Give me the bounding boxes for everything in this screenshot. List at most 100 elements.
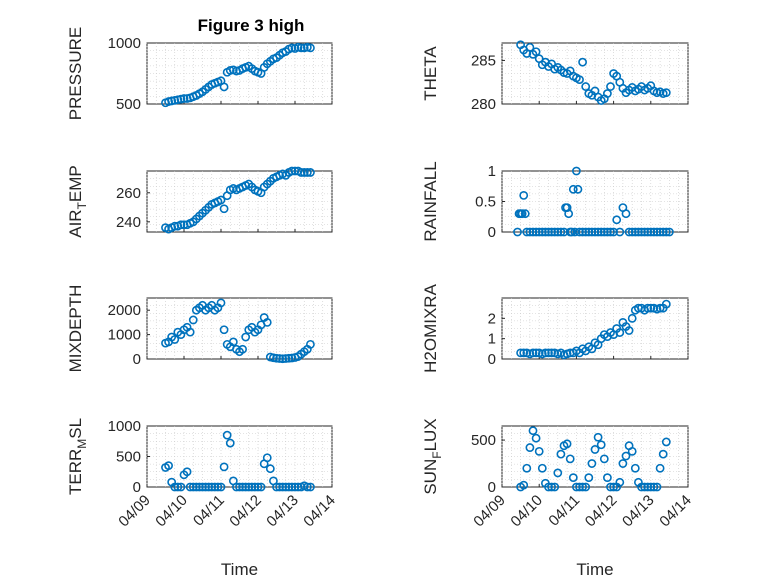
data-point [615, 227, 625, 237]
data-point [519, 348, 529, 358]
data-point [281, 482, 291, 492]
data-point [219, 325, 229, 335]
data-point [658, 227, 668, 237]
data-point [513, 227, 522, 237]
data-point [225, 438, 235, 448]
data-point [525, 227, 535, 237]
data-point [537, 463, 547, 473]
data-point [219, 82, 229, 92]
x-axis-label: Time [221, 560, 258, 579]
data-point [517, 209, 527, 219]
data-point [188, 482, 198, 492]
data-point [661, 299, 671, 309]
data-point [578, 227, 587, 237]
data-point [176, 482, 186, 492]
data-point [649, 227, 659, 237]
data-point [238, 344, 247, 354]
data-point [581, 482, 591, 492]
data-point [618, 459, 628, 468]
y-tick-label: 500 [116, 96, 141, 113]
data-point [556, 227, 566, 237]
data-point [606, 482, 615, 492]
data-point [241, 332, 251, 342]
data-point [581, 227, 591, 237]
data-point [544, 482, 553, 492]
data-point [247, 482, 257, 492]
data-point [522, 227, 532, 237]
data-point [624, 227, 634, 237]
data-point [284, 482, 294, 492]
data-point [201, 482, 210, 492]
data-point [609, 227, 618, 237]
data-point [541, 227, 550, 237]
data-point [531, 433, 541, 443]
data-point [652, 227, 662, 237]
data-point [643, 303, 653, 313]
data-point [531, 348, 541, 358]
data-point [556, 449, 566, 459]
data-point [170, 335, 180, 344]
y-axis-label: TERRMSL [66, 418, 89, 495]
subplot: 500 1000 PRESSURE [66, 27, 333, 120]
data-point [525, 443, 535, 452]
x-tick-label: 04/13 [263, 492, 302, 531]
data-point [646, 303, 656, 313]
data-point [565, 454, 575, 464]
data-point [290, 482, 300, 492]
subplot: 240 260 AIRTEMP [66, 165, 333, 238]
data-point [185, 327, 195, 337]
data-point [581, 82, 591, 91]
data-point [593, 432, 603, 442]
data-point [553, 227, 563, 237]
data-point [188, 315, 198, 325]
data-point [537, 227, 547, 237]
data-point [216, 482, 226, 492]
y-axis-label: RAINFALL [421, 161, 440, 241]
data-point [665, 227, 674, 237]
data-point [578, 482, 587, 492]
data-point [646, 227, 656, 237]
x-tick-label: 04/11 [190, 492, 228, 530]
data-point [306, 339, 315, 349]
data-point [593, 227, 603, 237]
data-point [531, 47, 541, 57]
data-point [173, 482, 183, 492]
x-tick-label: 04/10 [507, 492, 546, 531]
data-point [621, 209, 631, 219]
data-point [544, 227, 553, 237]
data-point [296, 43, 306, 53]
data-point [299, 168, 309, 177]
data-point [661, 437, 671, 447]
data-point [293, 482, 303, 492]
data-point [170, 482, 180, 492]
y-tick-label: 0 [488, 224, 496, 241]
x-tick-label: 04/13 [619, 492, 658, 531]
data-point [573, 184, 583, 194]
data-point [550, 482, 560, 492]
data-point [244, 482, 254, 492]
data-point [275, 482, 284, 492]
data-point [256, 482, 266, 492]
data-point [302, 482, 312, 492]
y-tick-label: 1 [488, 331, 496, 348]
y-tick-label: 240 [116, 214, 141, 231]
subplot: 0 1 2 H2OMIXRA [421, 283, 689, 373]
data-point [661, 88, 671, 98]
data-point [547, 348, 556, 358]
data-point [528, 348, 538, 358]
x-tick-label: 04/09 [115, 492, 154, 531]
data-point [606, 82, 615, 91]
data-point [637, 227, 646, 237]
data-point [272, 353, 281, 363]
data-point [287, 166, 297, 176]
data-point [587, 459, 597, 468]
subplot: 280 285 THETA [421, 40, 689, 113]
data-point [568, 473, 578, 483]
y-tick-label: 2000 [108, 302, 141, 319]
data-point [265, 464, 275, 474]
data-point [640, 227, 649, 237]
data-point [262, 453, 272, 463]
data-point [643, 227, 653, 237]
y-tick-label: 500 [116, 449, 141, 466]
